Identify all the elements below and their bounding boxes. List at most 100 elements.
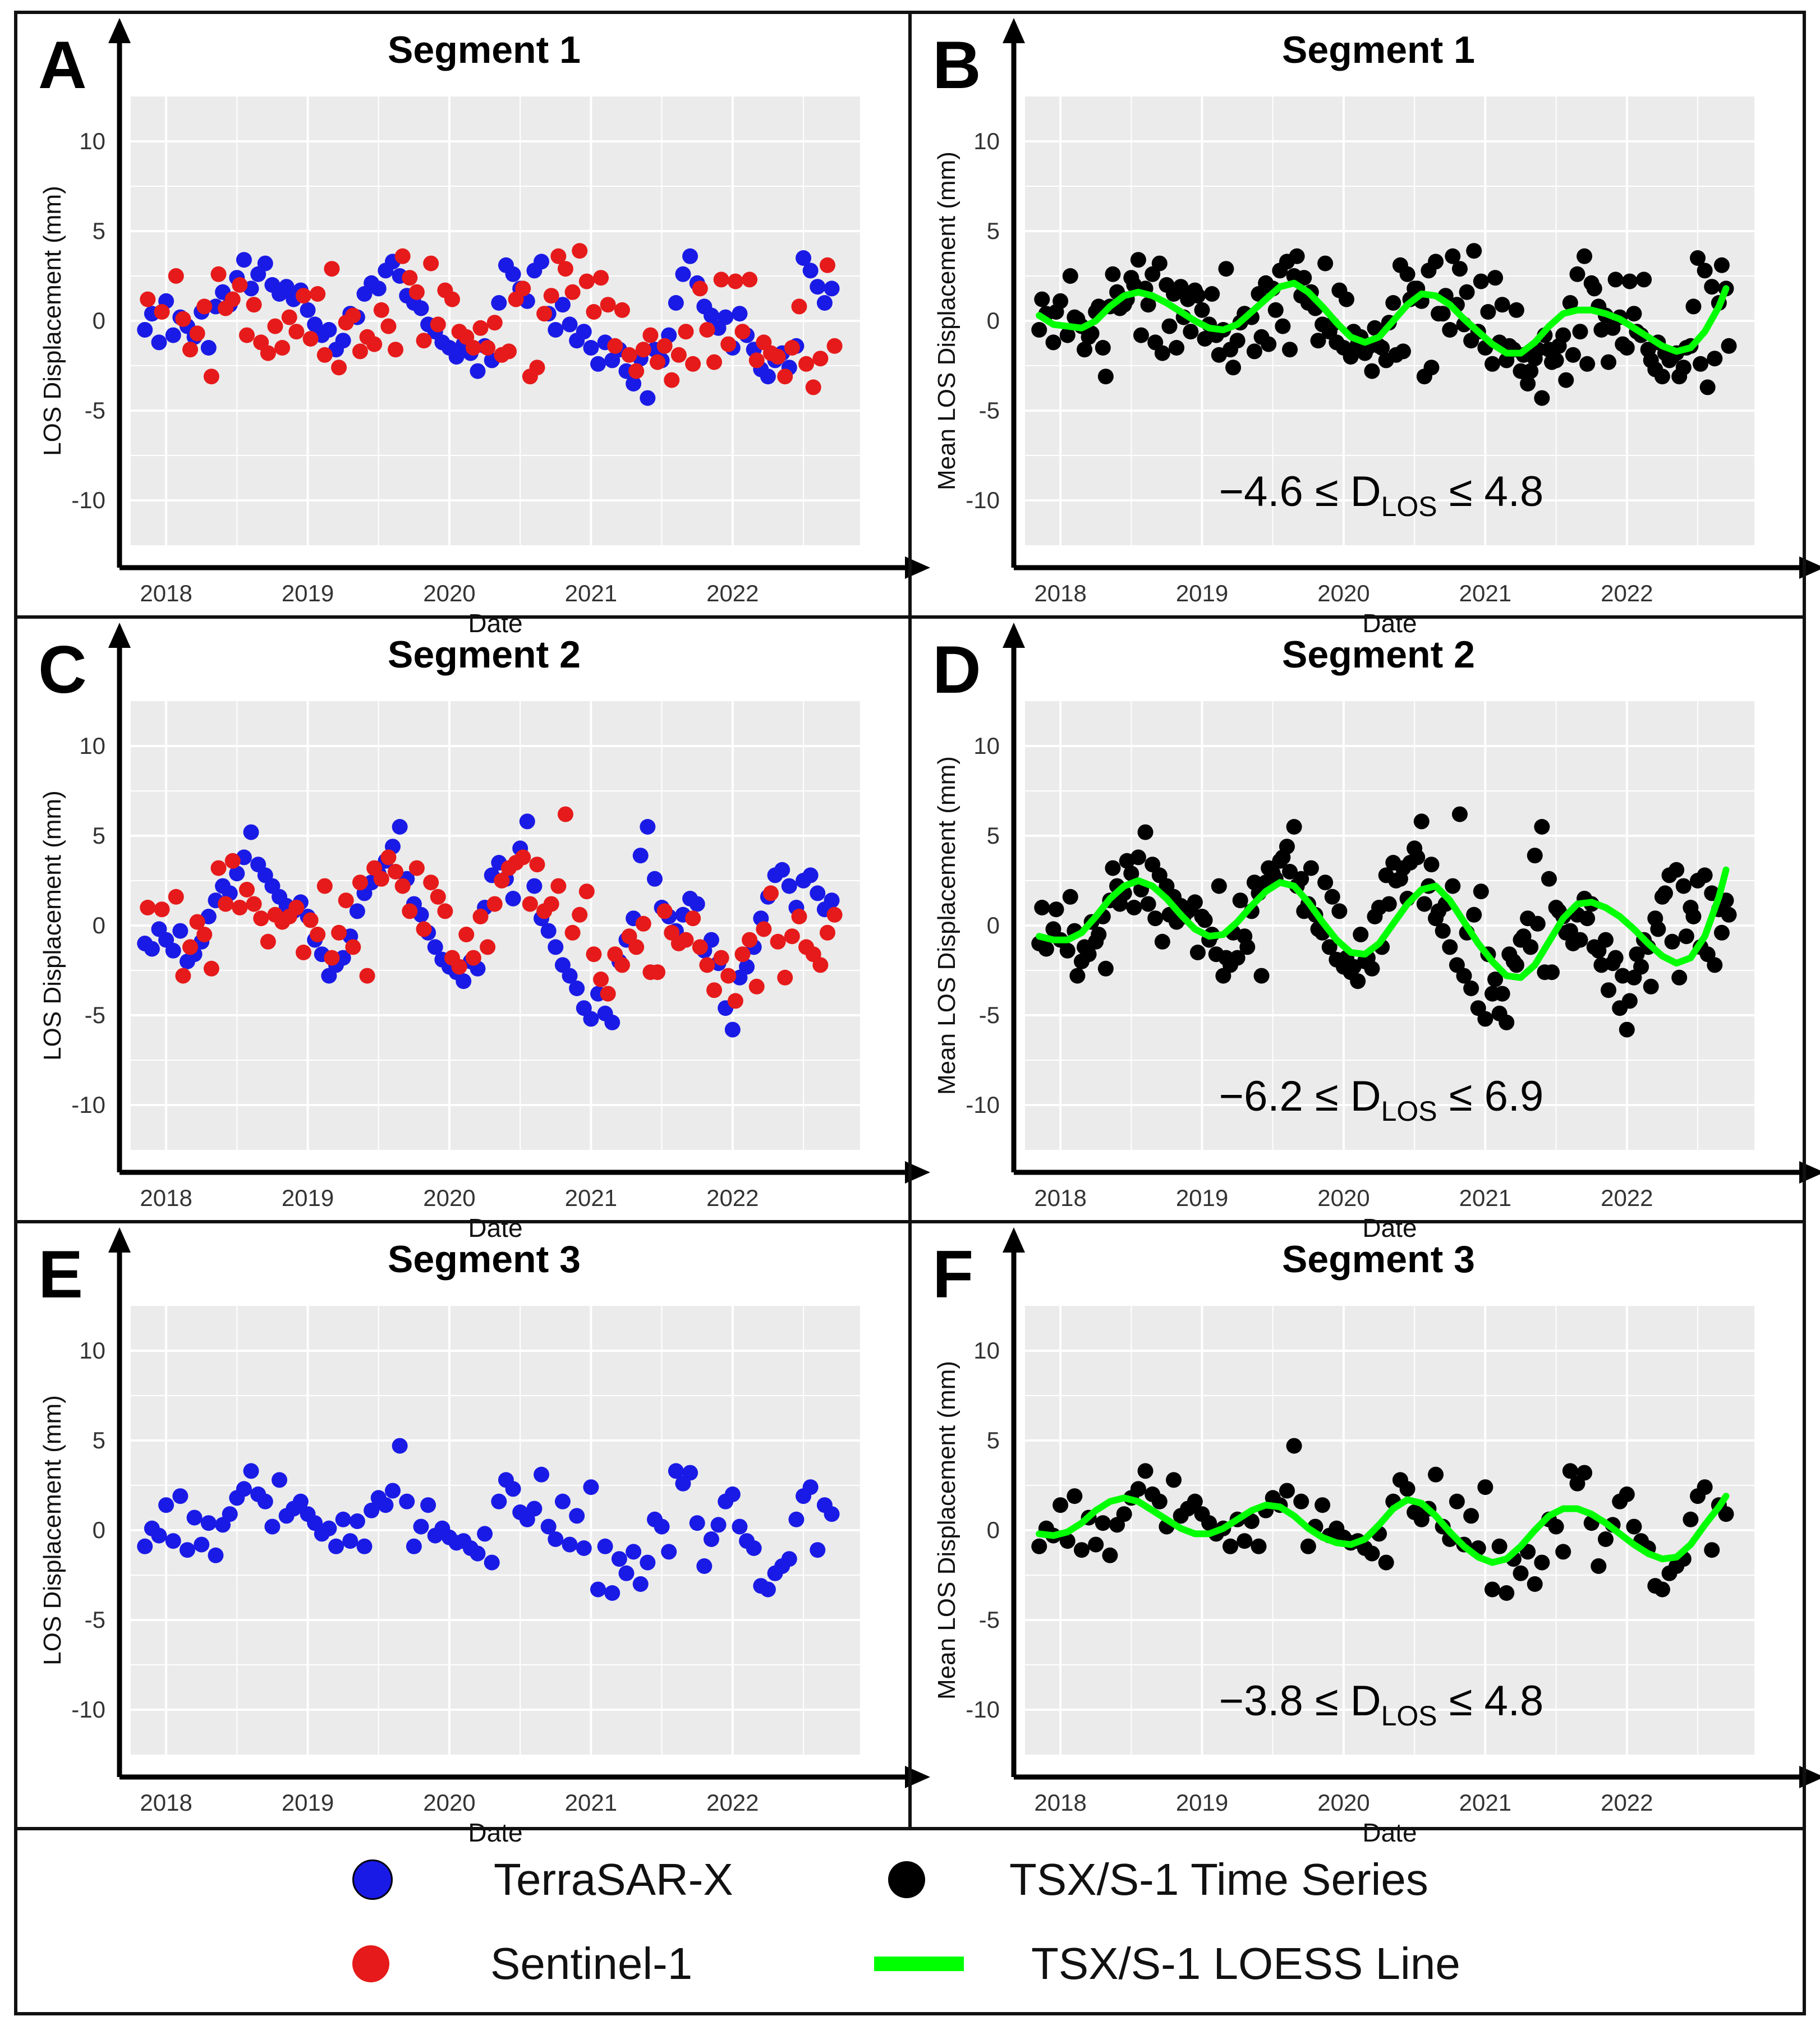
loess-line bbox=[1036, 866, 1730, 981]
data-point bbox=[668, 295, 684, 311]
data-point bbox=[640, 1554, 656, 1571]
data-point bbox=[316, 347, 333, 363]
y-axis-arrow bbox=[108, 1227, 131, 1253]
data-point bbox=[703, 932, 719, 948]
data-point bbox=[264, 1518, 281, 1535]
data-point bbox=[781, 1551, 797, 1567]
data-point bbox=[1607, 271, 1624, 288]
data-point bbox=[1428, 1466, 1444, 1483]
data-point bbox=[1520, 376, 1536, 392]
data-point bbox=[777, 969, 793, 986]
data-point bbox=[640, 390, 656, 406]
data-point bbox=[1451, 261, 1468, 277]
x-tick-label: 2019 bbox=[1176, 1185, 1228, 1211]
data-point bbox=[760, 369, 776, 385]
data-point bbox=[1048, 901, 1064, 918]
data-point bbox=[1463, 981, 1479, 996]
data-point bbox=[650, 354, 666, 370]
data-point bbox=[472, 909, 489, 924]
data-point bbox=[1579, 356, 1596, 372]
data-point bbox=[1395, 343, 1411, 360]
data-point bbox=[604, 1585, 621, 1601]
data-point bbox=[423, 255, 439, 271]
data-point bbox=[257, 255, 273, 271]
data-point bbox=[1166, 1472, 1182, 1488]
sentinel-marker bbox=[352, 1945, 389, 1982]
y-tick-label: -5 bbox=[85, 397, 105, 424]
y-axis-arrow bbox=[108, 18, 131, 43]
data-point bbox=[748, 978, 765, 995]
data-point bbox=[137, 1538, 153, 1554]
data-point bbox=[316, 878, 333, 894]
x-tick-label: 2018 bbox=[140, 580, 192, 606]
data-point bbox=[635, 915, 651, 932]
data-point bbox=[243, 824, 259, 840]
data-point bbox=[824, 892, 840, 909]
data-point bbox=[534, 1466, 550, 1483]
data-point bbox=[430, 889, 446, 905]
data-point bbox=[186, 1509, 203, 1526]
data-point bbox=[646, 871, 663, 887]
data-point bbox=[200, 1515, 217, 1531]
data-point bbox=[548, 1531, 564, 1547]
data-point bbox=[384, 1483, 401, 1499]
data-point bbox=[812, 351, 829, 367]
panel-b: 10 5 0 -5 -10 2018 2019 2020 2021 2022 Date Mean LO… bbox=[932, 18, 1820, 638]
data-point bbox=[1579, 910, 1596, 927]
data-point bbox=[1246, 343, 1262, 360]
data-point bbox=[1126, 900, 1142, 915]
x-tick-label: 2022 bbox=[1601, 1185, 1653, 1211]
data-point bbox=[572, 243, 588, 259]
data-point bbox=[448, 349, 465, 365]
data-point bbox=[388, 864, 404, 880]
data-point bbox=[1062, 268, 1078, 284]
data-point bbox=[1487, 270, 1504, 286]
data-point bbox=[706, 354, 722, 370]
data-point bbox=[345, 307, 361, 324]
x-axis-title: Date bbox=[468, 609, 522, 638]
data-point bbox=[760, 1581, 776, 1598]
data-point bbox=[243, 1463, 259, 1479]
data-point bbox=[668, 1463, 684, 1479]
range-annotation: −3.8 ≤ DLOS ≤ 4.8 bbox=[1219, 1677, 1544, 1732]
x-tick-label: 2019 bbox=[282, 1185, 334, 1211]
data-point bbox=[554, 1493, 571, 1509]
loess-line bbox=[1036, 279, 1730, 357]
data-point bbox=[260, 345, 276, 361]
data-point bbox=[359, 968, 375, 984]
data-point bbox=[540, 1518, 557, 1535]
data-point bbox=[1077, 342, 1093, 358]
data-point bbox=[1445, 248, 1461, 264]
data-point bbox=[682, 248, 698, 264]
legend-sentinel-label: Sentinel-1 bbox=[490, 1939, 693, 1988]
data-point bbox=[1137, 1463, 1153, 1479]
data-point bbox=[203, 960, 219, 977]
data-point bbox=[1367, 320, 1383, 336]
data-point bbox=[246, 896, 262, 912]
y-axis-title: LOS Displacement (mm) bbox=[39, 1395, 66, 1665]
data-point bbox=[810, 1542, 826, 1558]
data-point bbox=[604, 1014, 621, 1030]
data-point bbox=[1619, 1021, 1635, 1038]
x-tick-label: 2020 bbox=[423, 580, 475, 606]
data-point bbox=[399, 1493, 415, 1509]
x-tick-label: 2019 bbox=[282, 580, 334, 606]
data-point bbox=[1059, 1533, 1076, 1549]
data-point bbox=[692, 939, 708, 955]
data-point bbox=[1251, 1538, 1267, 1554]
data-point bbox=[812, 957, 829, 973]
data-point bbox=[1194, 302, 1210, 318]
data-point bbox=[1413, 813, 1430, 830]
data-point bbox=[583, 340, 599, 356]
data-point bbox=[402, 270, 418, 286]
data-point bbox=[380, 849, 397, 866]
data-point bbox=[742, 271, 758, 288]
panel-letter: E bbox=[38, 1237, 83, 1312]
data-point bbox=[324, 950, 340, 966]
y-tick-label: 10 bbox=[79, 128, 105, 154]
panel-d: 10 5 0 -5 -10 2018 2019 2020 2021 2022 Date Mean LO… bbox=[932, 623, 1820, 1242]
data-point bbox=[1140, 896, 1156, 912]
data-point bbox=[288, 900, 305, 915]
data-point bbox=[505, 891, 521, 906]
data-point bbox=[515, 849, 531, 866]
